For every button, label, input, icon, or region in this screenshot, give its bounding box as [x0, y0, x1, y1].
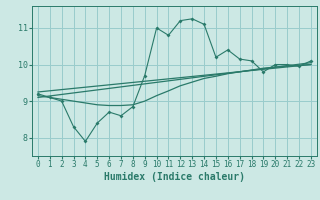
X-axis label: Humidex (Indice chaleur): Humidex (Indice chaleur): [104, 172, 245, 182]
